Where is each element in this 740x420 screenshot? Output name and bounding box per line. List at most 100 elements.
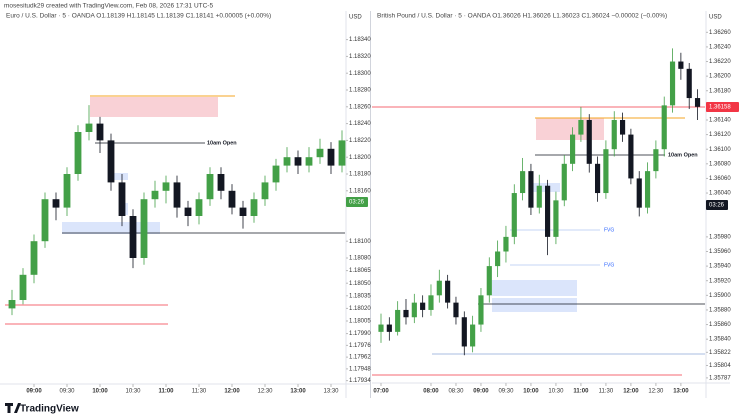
candle-body (611, 119, 617, 150)
zone (530, 183, 560, 192)
x-tick-label: 10:00 (92, 389, 108, 395)
countdown: 03:26 (709, 203, 725, 209)
credit: mosesitudk29 created with TradingView.co… (4, 3, 213, 10)
candle-body (478, 295, 484, 325)
x-tick-label: 12:00 (623, 389, 639, 395)
x-tick-label: 11:00 (158, 389, 174, 395)
x-tick-label: 12:30 (257, 389, 273, 395)
y-tick-label: 1.18100 (349, 239, 371, 245)
candle-body (436, 280, 442, 296)
x-tick-label: 12:30 (648, 389, 664, 395)
y-tick-label: 1.18065 (349, 268, 371, 274)
candle-body (653, 149, 659, 172)
candle-body (96, 123, 104, 141)
candle-body (250, 199, 258, 216)
currency: USD (349, 15, 362, 21)
y-tick-label: 1.18200 (349, 155, 371, 161)
y-tick-label: 1.35960 (709, 249, 731, 255)
y-tick-label: 1.35804 (709, 363, 731, 369)
candle-body (85, 123, 93, 132)
gap-label: FVG (604, 227, 614, 233)
y-tick-label: 1.36220 (709, 59, 731, 65)
x-tick-label: 10:30 (548, 389, 564, 395)
zone (90, 97, 218, 117)
candle-body (107, 140, 115, 183)
candle-body (528, 171, 534, 208)
candle-body (644, 171, 651, 208)
y-tick-label: 1.35900 (709, 293, 731, 299)
candle-body (403, 309, 409, 318)
y-tick-label: 1.18280 (349, 88, 371, 94)
x-tick-label: 07:00 (373, 389, 389, 395)
candle-body (511, 193, 517, 237)
candle-body (173, 182, 181, 208)
y-tick-label: 1.18080 (349, 256, 371, 262)
candle-body (162, 182, 170, 191)
y-tick-label: 1.18220 (349, 138, 371, 144)
candle-body (694, 98, 701, 107)
candle-body (206, 174, 214, 200)
candle-body (217, 174, 225, 191)
candle-body (669, 61, 676, 106)
zone (536, 118, 604, 140)
y-tick-label: 1.18300 (349, 71, 371, 77)
x-tick-label: 11:30 (599, 389, 614, 395)
zone (492, 280, 577, 296)
y-tick-label: 1.35787 (709, 375, 731, 381)
candle-body (661, 105, 667, 150)
y-tick-label: 1.18020 (349, 306, 371, 312)
candle-body (570, 134, 576, 164)
x-tick-label: 10:30 (125, 389, 141, 395)
y-tick-label: 1.36260 (709, 30, 731, 36)
panel-title: Euro / U.S. Dollar · 5 · OANDA O1.18139 … (6, 13, 271, 20)
candle-body (74, 132, 82, 174)
zone (112, 173, 128, 180)
y-tick-label: 1.18180 (349, 172, 371, 178)
candle-body (453, 302, 459, 318)
candle-body (486, 266, 492, 296)
candle-body (594, 163, 601, 194)
chart-panel: Euro / U.S. Dollar · 5 · OANDA O1.18139 … (0, 11, 371, 398)
x-tick-label: 09:30 (59, 389, 75, 395)
candle-body (386, 324, 392, 332)
candle-body (184, 207, 192, 216)
x-tick-label: 11:00 (573, 389, 589, 395)
candle-body (228, 190, 236, 208)
candle-body (395, 309, 401, 332)
x-tick-label: 11:30 (192, 389, 207, 395)
y-tick-label: 1.17934 (349, 378, 371, 384)
x-tick-label: 08:00 (423, 389, 439, 395)
brand: TradingView (20, 404, 79, 415)
annotation: 10am Open (668, 152, 698, 158)
countdown-tag (706, 200, 728, 210)
y-tick-label: 1.18005 (349, 319, 371, 325)
y-tick-label: 1.35822 (709, 350, 731, 356)
candle-body (316, 148, 324, 158)
candle-body (294, 157, 302, 166)
x-tick-label: 12:00 (224, 389, 240, 395)
candle-body (19, 274, 27, 300)
y-tick-label: 1.36080 (709, 161, 731, 167)
y-tick-label: 1.36200 (709, 74, 731, 80)
candle-body (151, 190, 159, 200)
candle-body (118, 182, 126, 216)
last-price: 1.36158 (709, 105, 731, 111)
y-tick-label: 1.18160 (349, 188, 371, 194)
candle-body (239, 207, 247, 216)
candle-body (41, 199, 49, 242)
y-tick-label: 1.36100 (709, 147, 731, 153)
x-tick-label: 08:30 (448, 389, 464, 395)
y-tick-label: 1.36140 (709, 118, 731, 124)
y-tick-label: 1.36180 (709, 88, 731, 94)
countdown-tag (346, 197, 368, 207)
footer-logo: TradingView (5, 403, 79, 415)
x-tick-label: 09:00 (473, 389, 489, 395)
y-tick-label: 1.18320 (349, 54, 371, 60)
candle-body (428, 295, 434, 310)
y-tick-label: 1.18240 (349, 121, 371, 127)
chart-panel: British Pound / U.S. Dollar · 5 · OANDA … (372, 11, 739, 398)
candle-body (129, 216, 137, 258)
x-tick-label: 13:00 (673, 389, 689, 395)
x-tick-label: 13:00 (290, 389, 306, 395)
